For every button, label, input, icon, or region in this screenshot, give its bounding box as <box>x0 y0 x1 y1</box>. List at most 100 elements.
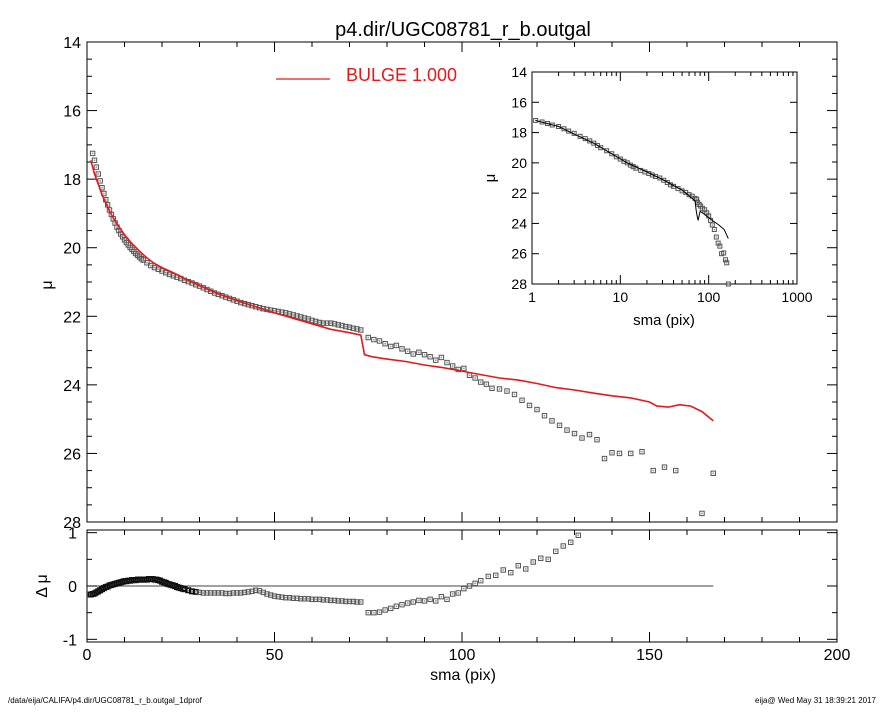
residual-data-point <box>399 601 405 608</box>
inset-data-point <box>694 196 700 202</box>
inset-data-point <box>709 222 715 228</box>
inset-y-axis-label: μ <box>482 174 499 183</box>
main-data-point <box>320 320 326 326</box>
footer-path: /data/eija/CALIFA/p4.dir/UGC08781_r_b.ou… <box>8 696 203 705</box>
residual-data-point <box>275 593 281 600</box>
main-data-point <box>89 150 96 157</box>
inset-x-tick-label: 10 <box>613 289 629 305</box>
residual-x-tick-label: 150 <box>636 647 663 664</box>
residual-data-point <box>438 593 445 600</box>
residual-data-point <box>253 587 259 593</box>
main-data-point <box>609 450 615 456</box>
residual-data-point <box>215 590 221 596</box>
residual-y-tick-label: 0 <box>68 579 77 596</box>
residual-data-point <box>449 591 456 597</box>
residual-data-point <box>404 600 411 606</box>
main-data-point <box>371 336 377 343</box>
main-y-tick-label: 18 <box>63 172 81 189</box>
main-data-point <box>699 510 705 517</box>
main-data-point <box>472 375 478 381</box>
residual-y-axis: 1 0 -1 <box>63 526 837 649</box>
residual-data-point <box>271 593 278 599</box>
residual-data-point <box>466 583 473 589</box>
main-y-tick-label: 28 <box>63 515 81 532</box>
residual-data-point <box>219 590 225 596</box>
main-data-point <box>144 260 150 266</box>
inset-data-point <box>724 260 730 266</box>
main-data-point <box>504 388 510 394</box>
residual-data-point <box>343 598 349 605</box>
residual-data-point <box>382 607 388 613</box>
residual-data-point <box>553 548 559 555</box>
residual-data-point <box>238 590 244 596</box>
residual-data-point <box>200 590 206 596</box>
main-data-point <box>343 323 349 330</box>
residual-data-point <box>309 596 315 603</box>
residual-y-tick-label: 1 <box>68 526 77 543</box>
inset-data-point <box>717 243 723 249</box>
residual-data-point <box>523 566 529 572</box>
main-y-tick-label: 16 <box>63 104 81 121</box>
inset-x-axis-label: sma (pix) <box>633 312 695 329</box>
legend-label-bulge: BULGE 1.000 <box>346 65 457 85</box>
main-data-point <box>571 430 578 437</box>
residual-data-point <box>427 596 433 603</box>
residual-data-point <box>461 585 467 592</box>
residual-data-point <box>316 596 323 603</box>
residual-data-point <box>508 569 514 576</box>
inset-y-tick-label: 24 <box>511 215 527 231</box>
main-data-point <box>301 315 308 321</box>
residual-data-point <box>354 599 360 605</box>
residual-data-point <box>421 598 428 604</box>
residual-data-point <box>223 590 229 597</box>
main-data-point <box>339 322 345 329</box>
inset-x-tick-label: 1 <box>528 289 536 305</box>
residual-data-point <box>371 609 377 616</box>
main-data-point <box>427 354 433 360</box>
residual-data-point <box>211 590 218 596</box>
residual-data-point <box>433 598 439 604</box>
main-data-point <box>93 164 100 170</box>
main-data-point <box>661 464 668 470</box>
main-data-point <box>483 381 490 387</box>
main-y-tick-label: 20 <box>63 241 81 258</box>
inset-data-point <box>713 234 719 240</box>
residual-panel: 1 0 -1 0 50 100 150 200 Δ μ sma (pix) <box>34 526 850 684</box>
main-data-point <box>449 363 456 369</box>
footer-stamp: eija@ Wed May 31 18:39:21 2017 <box>755 696 876 705</box>
residual-data-point <box>230 590 236 596</box>
main-data-points <box>89 150 716 517</box>
main-data-point <box>313 318 319 325</box>
main-data-point <box>466 372 473 378</box>
residual-data-point <box>416 597 422 604</box>
main-data-point <box>316 319 323 326</box>
main-data-point <box>309 317 315 324</box>
residual-data-point <box>388 605 394 612</box>
residual-data-point <box>444 596 450 603</box>
residual-data-point <box>204 590 210 596</box>
main-data-point <box>496 386 503 392</box>
main-data-point <box>91 157 98 163</box>
main-data-point <box>416 349 422 355</box>
main-data-point <box>438 354 445 361</box>
residual-data-point <box>279 594 285 600</box>
main-data-point <box>650 467 656 474</box>
residual-x-tick-label: 50 <box>266 647 284 664</box>
residual-data-point <box>208 590 214 596</box>
main-data-point <box>365 334 371 341</box>
main-profile-panel: 14 16 18 20 22 24 26 28 μ BULGE 1.000 <box>39 35 838 532</box>
residual-data-point <box>290 595 296 601</box>
residual-data-point <box>196 589 203 596</box>
main-data-point <box>564 427 570 433</box>
main-data-point <box>382 341 388 347</box>
main-data-point <box>290 312 296 318</box>
residual-data-point <box>538 555 544 561</box>
residual-data-point <box>568 539 574 545</box>
residual-data-points <box>87 532 581 616</box>
inset-y-tick-label: 20 <box>511 155 527 171</box>
main-data-point <box>97 178 103 184</box>
main-data-point <box>393 342 400 349</box>
main-data-point <box>95 171 101 177</box>
residual-data-point <box>335 598 341 604</box>
